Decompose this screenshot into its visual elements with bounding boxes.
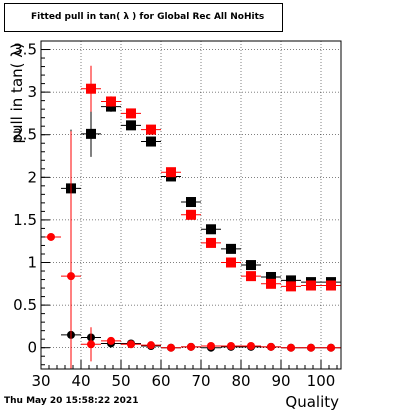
data-point-square bbox=[126, 120, 136, 131]
data-point-square bbox=[106, 96, 116, 107]
data-point-circle bbox=[47, 232, 55, 241]
y-tick-label: 1.5 bbox=[13, 211, 37, 229]
data-point-circle bbox=[147, 341, 155, 350]
series-1 bbox=[81, 65, 341, 292]
data-point-circle bbox=[207, 341, 215, 350]
series-3 bbox=[41, 131, 341, 369]
x-tick-label: 60 bbox=[151, 372, 170, 390]
x-tick-label: 90 bbox=[271, 372, 290, 390]
data-point-circle bbox=[67, 272, 75, 281]
chart-title: Fitted pull in tan( λ ) for Global Rec A… bbox=[4, 3, 283, 32]
y-tick-label: 2.5 bbox=[13, 126, 37, 144]
data-point-square bbox=[86, 128, 96, 139]
data-point-circle bbox=[267, 342, 275, 351]
data-point-circle bbox=[107, 336, 115, 345]
data-point-square bbox=[246, 271, 256, 282]
data-point-square bbox=[266, 271, 276, 282]
data-point-square bbox=[286, 281, 296, 292]
data-point-circle bbox=[127, 340, 135, 349]
x-tick-label: 70 bbox=[191, 372, 210, 390]
data-point-square bbox=[146, 124, 156, 135]
y-axis-label: pull in tan( λ) bbox=[8, 43, 26, 144]
data-point-circle bbox=[327, 343, 335, 352]
axes: 30 40 50 60 70 80 90 100 0 0.5 1 1.5 2 2.5 3 3.5 bbox=[13, 41, 338, 390]
data-point-square bbox=[326, 280, 336, 291]
x-tick-label: 100 bbox=[307, 372, 336, 390]
data-point-square bbox=[286, 275, 296, 286]
data-point-square bbox=[306, 280, 316, 291]
y-tick-label: 2 bbox=[27, 168, 37, 186]
data-point-square bbox=[226, 257, 236, 268]
y-tick-label: 3.5 bbox=[13, 41, 37, 59]
data-point-square bbox=[266, 278, 276, 289]
data-point-circle bbox=[247, 341, 255, 350]
x-tick-label: 40 bbox=[71, 372, 90, 390]
data-point-square bbox=[246, 260, 256, 271]
data-point-square bbox=[126, 108, 136, 119]
plot-frame bbox=[40, 40, 342, 370]
series-layer bbox=[41, 65, 341, 369]
data-point-circle bbox=[287, 343, 295, 352]
data-point-circle bbox=[87, 340, 95, 349]
data-point-square bbox=[146, 136, 156, 147]
data-point-circle bbox=[307, 343, 315, 352]
data-point-square bbox=[226, 243, 236, 254]
y-tick-label: 1 bbox=[27, 254, 37, 272]
data-point-square bbox=[186, 197, 196, 208]
data-point-circle bbox=[167, 343, 175, 352]
data-point-square bbox=[86, 83, 96, 94]
y-tick-label: 3 bbox=[27, 83, 37, 101]
x-axis-label: Quality bbox=[285, 393, 339, 410]
x-tick-label: 30 bbox=[31, 372, 50, 390]
y-tick-label: 0.5 bbox=[13, 296, 37, 314]
data-point-circle bbox=[227, 341, 235, 350]
data-point-square bbox=[206, 224, 216, 235]
data-point-square bbox=[166, 167, 176, 178]
x-tick-label: 50 bbox=[111, 372, 130, 390]
data-point-square bbox=[206, 237, 216, 248]
data-point-circle bbox=[187, 342, 195, 351]
timestamp-footer: Thu May 20 15:58:22 2021 bbox=[4, 396, 139, 406]
x-tick-label: 80 bbox=[231, 372, 250, 390]
data-point-square bbox=[186, 209, 196, 220]
y-tick-label: 0 bbox=[27, 339, 37, 357]
